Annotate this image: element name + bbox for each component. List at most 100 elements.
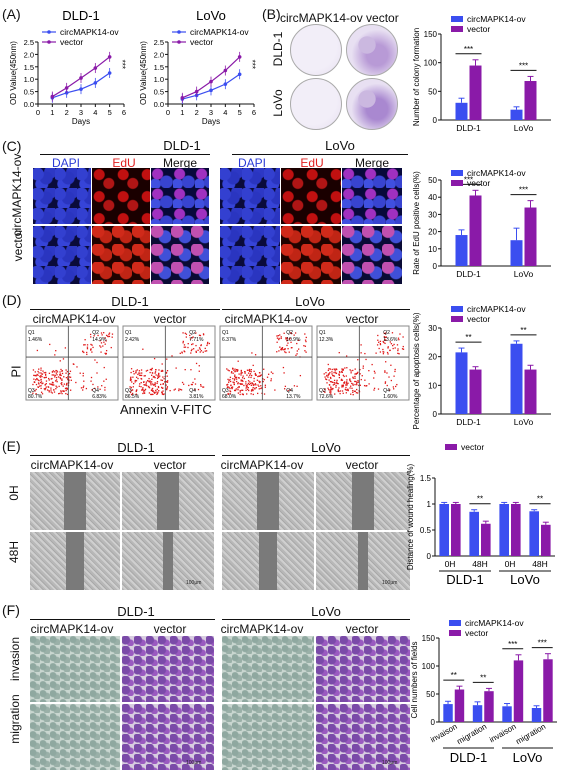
- flow-event: [338, 373, 340, 375]
- flow-event: [135, 393, 137, 395]
- flow-event: [133, 382, 135, 385]
- subgroup-label: circMAPK14-ov: [30, 458, 114, 472]
- subgroup-label: vector: [153, 312, 187, 326]
- flow-event: [328, 384, 331, 386]
- quadrant-label: Q1: [319, 330, 326, 336]
- flow-event: [362, 367, 364, 369]
- flow-event: [153, 376, 156, 378]
- flow-event: [83, 351, 85, 354]
- flow-event: [396, 383, 398, 386]
- flow-event: [182, 340, 184, 343]
- flow-event: [53, 384, 55, 386]
- flow-event: [151, 387, 154, 390]
- flow-event: [249, 369, 251, 372]
- flow-event: [43, 372, 45, 374]
- flow-event: [390, 379, 392, 382]
- flow-event: [34, 374, 36, 377]
- quadrant-label: Q1: [28, 330, 35, 336]
- flow-event: [334, 368, 336, 370]
- flow-event: [56, 381, 58, 383]
- flow-event: [290, 332, 292, 334]
- flow-event: [86, 348, 89, 350]
- flow-event: [360, 378, 362, 381]
- flow-event: [346, 381, 348, 383]
- flow-event: [59, 374, 61, 376]
- flow-event: [54, 371, 56, 373]
- flow-event: [328, 368, 330, 370]
- flow-event: [144, 375, 146, 377]
- flow-event: [338, 351, 340, 354]
- flow-event: [56, 371, 59, 373]
- y-tick-label: 0: [427, 552, 432, 561]
- flow-event: [154, 383, 156, 385]
- flow-event: [62, 385, 64, 387]
- flow-event: [401, 348, 404, 350]
- flow-event: [35, 374, 37, 377]
- flow-event: [53, 391, 56, 393]
- flow-event: [166, 386, 169, 388]
- chart-title: DLD-1: [62, 8, 100, 23]
- flow-event: [323, 373, 325, 375]
- flow-event: [141, 372, 143, 374]
- x-tick-label: 4: [93, 108, 97, 117]
- flow-event: [135, 370, 137, 372]
- data-point: [237, 72, 242, 77]
- flow-event: [143, 389, 145, 391]
- significance-mark: **: [477, 495, 483, 504]
- legend-swatch: [449, 620, 461, 626]
- flow-event: [397, 349, 399, 352]
- flow-event: [368, 383, 370, 385]
- flow-event: [280, 347, 283, 350]
- flow-event: [342, 392, 344, 394]
- flow-event: [51, 392, 53, 394]
- flow-event: [379, 342, 382, 345]
- flow-event: [190, 369, 192, 371]
- subgroup-label: circMAPK14-ov: [220, 458, 304, 472]
- flow-event: [352, 383, 354, 385]
- flow-event: [373, 377, 375, 379]
- channel-edu: EdU: [112, 156, 136, 170]
- quadrant-label: Q3: [222, 388, 229, 394]
- flow-event: [394, 368, 396, 371]
- flow-event: [90, 349, 92, 351]
- flow-event: [343, 382, 346, 384]
- flow-event: [86, 353, 88, 356]
- flow-event: [276, 335, 278, 337]
- flow-event: [282, 366, 285, 369]
- flow-event: [290, 347, 293, 349]
- flow-event: [99, 340, 101, 342]
- flow-event: [343, 375, 345, 378]
- flow-event: [96, 361, 98, 364]
- flow-event: [394, 347, 396, 349]
- flow-event: [47, 386, 50, 388]
- flow-event: [149, 380, 151, 382]
- x-tick-label: 6: [122, 108, 126, 117]
- flow-event: [390, 343, 393, 345]
- flow-event: [138, 370, 141, 372]
- flow-event: [152, 390, 154, 392]
- subgroup-label: vector: [153, 458, 187, 472]
- flow-event: [386, 351, 389, 354]
- flow-event: [335, 368, 337, 370]
- flow-event: [181, 352, 183, 354]
- merge-image: [342, 168, 402, 224]
- flow-event: [161, 386, 163, 389]
- flow-event: [40, 372, 42, 374]
- flow-event: [94, 359, 96, 361]
- flow-event: [352, 384, 354, 386]
- flow-event: [45, 374, 47, 376]
- flow-event: [139, 383, 141, 385]
- bar: [484, 691, 494, 722]
- flow-event: [305, 336, 307, 339]
- legend-label: vector: [467, 24, 490, 34]
- flow-event: [241, 372, 243, 374]
- quadrant-value: 68.0%: [222, 394, 237, 400]
- y-tick-label: 0: [433, 116, 438, 125]
- bar: [469, 195, 482, 266]
- flow-event: [66, 388, 68, 390]
- flow-event: [384, 342, 386, 345]
- significance-mark: ***: [538, 639, 547, 648]
- legend-swatch: [451, 180, 463, 186]
- flow-event: [387, 346, 389, 348]
- flow-event: [65, 389, 67, 392]
